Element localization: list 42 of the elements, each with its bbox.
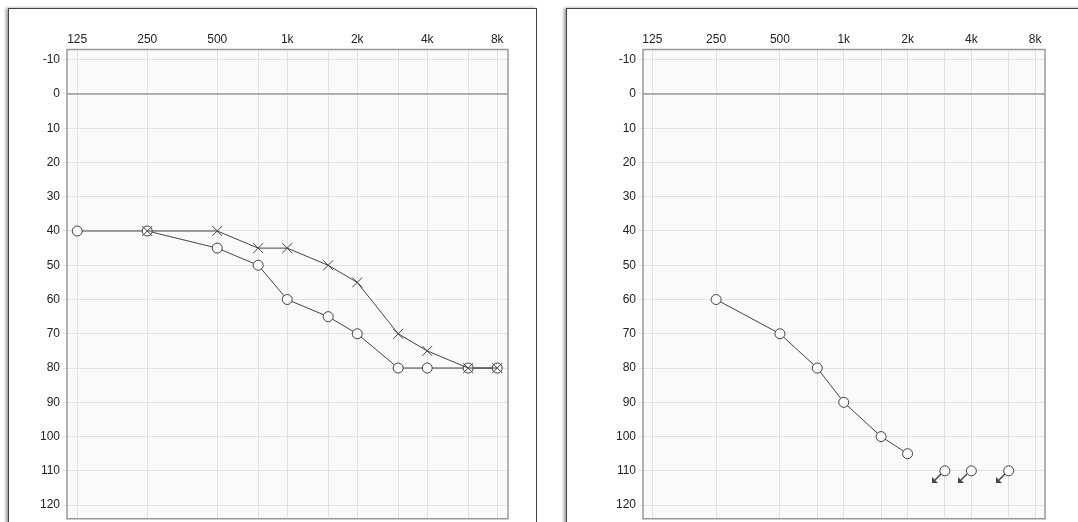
x-tick-label: 2k: [901, 31, 915, 46]
x-tick-label: 250: [706, 31, 727, 46]
x-tick-label: 125: [67, 31, 88, 46]
y-tick-label: 0: [629, 86, 637, 101]
y-tick-label: 20: [46, 154, 61, 169]
x-tick-label: 4k: [965, 31, 979, 46]
x-tick-label: 500: [769, 31, 791, 46]
y-tick-label: -10: [42, 51, 61, 66]
y-tick-label: 40: [622, 223, 637, 238]
y-tick-label: 80: [622, 360, 637, 375]
y-tick-label: 70: [622, 326, 637, 341]
y-tick-label: 10: [46, 120, 61, 135]
x-tick-label: 250: [137, 31, 158, 46]
y-tick-label: 30: [46, 189, 61, 204]
y-tick-label: 80: [46, 360, 61, 375]
x-tick-label: 4k: [420, 31, 435, 46]
y-tick-label: 50: [46, 257, 61, 272]
y-tick-label: 90: [46, 394, 61, 409]
y-tick-label: 120: [39, 497, 61, 512]
y-tick-label: 90: [622, 394, 637, 409]
y-tick-label: 30: [622, 189, 637, 204]
y-tick-label: 60: [46, 291, 61, 306]
y-tick-label: 110: [40, 463, 61, 478]
x-tick-label: 8k: [490, 31, 505, 46]
y-tick-label: 70: [46, 326, 61, 341]
x-tick-label: 2k: [350, 31, 365, 46]
y-tick-label: 10: [622, 120, 637, 135]
y-tick-label: 100: [39, 428, 61, 443]
y-tick-label: 60: [622, 291, 637, 306]
y-tick-label: 120: [615, 497, 637, 512]
y-tick-label: 0: [53, 86, 61, 101]
x-tick-label: 500: [207, 31, 228, 46]
y-tick-label: 110: [616, 463, 637, 478]
y-tick-label: 40: [46, 223, 61, 238]
x-tick-label: 1k: [280, 31, 295, 46]
x-tick-label: 1k: [837, 31, 852, 46]
y-tick-label: 50: [622, 257, 637, 272]
y-tick-label: -10: [618, 51, 637, 66]
x-tick-label: 8k: [1028, 31, 1043, 46]
y-tick-label: 100: [615, 428, 637, 443]
y-tick-label: 20: [622, 154, 637, 169]
x-tick-label: 125: [642, 31, 663, 46]
